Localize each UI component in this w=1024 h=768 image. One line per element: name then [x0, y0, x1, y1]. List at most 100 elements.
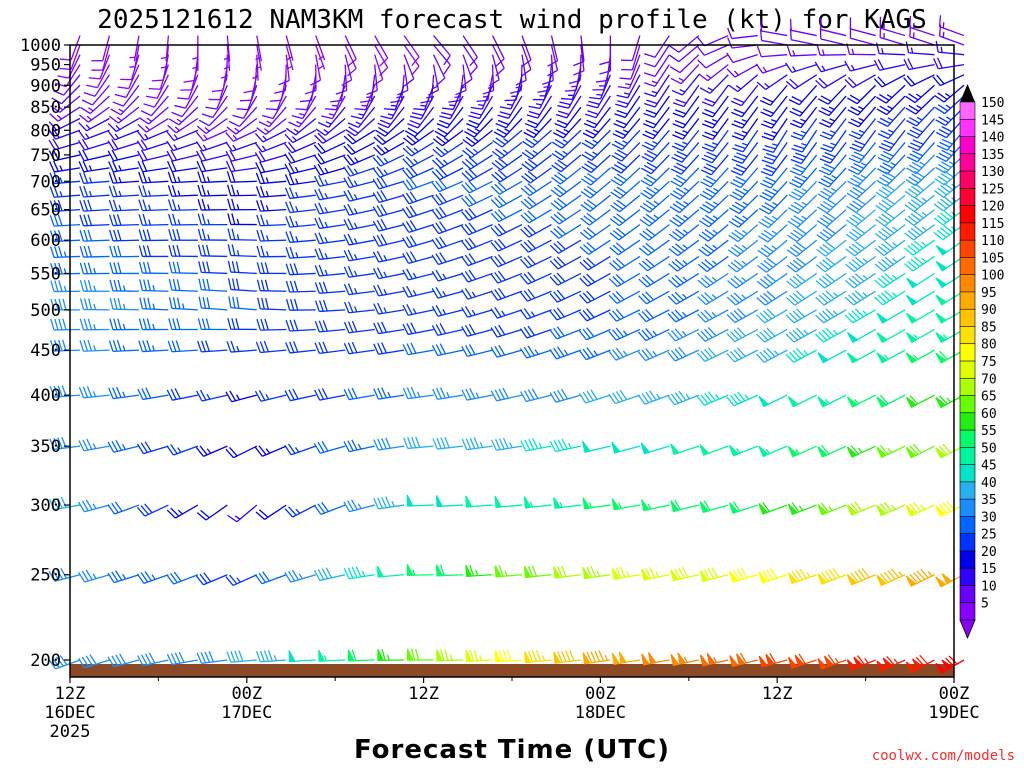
wind-barb — [671, 74, 700, 96]
barb-staff — [827, 180, 847, 201]
barb-full — [616, 227, 626, 236]
wind-barb — [905, 349, 935, 364]
barb-full — [232, 114, 244, 119]
barb-half — [682, 130, 689, 134]
barb-full — [818, 77, 828, 87]
barb-full — [914, 170, 925, 178]
barb-staff — [260, 290, 287, 292]
barb-full — [464, 254, 473, 265]
wind-barb — [815, 74, 847, 89]
barb-staff — [260, 239, 287, 242]
barb-staff — [705, 54, 729, 69]
wind-barb — [667, 390, 700, 406]
wind-barb — [372, 166, 405, 178]
barb-full — [115, 570, 123, 581]
barb-full — [793, 188, 805, 195]
barb-full — [733, 393, 742, 403]
barb-full — [406, 252, 413, 263]
barb-staff — [230, 349, 257, 353]
barb-full — [198, 119, 210, 127]
barb-full — [524, 172, 534, 182]
wind-barb — [876, 568, 906, 587]
wind-barb — [50, 280, 81, 293]
barb-half — [478, 104, 484, 107]
barb-full — [202, 278, 207, 291]
barb-full — [52, 138, 60, 149]
barb-full — [584, 175, 595, 183]
barb-half — [604, 654, 609, 661]
wind-barb — [495, 106, 523, 129]
wind-barb — [402, 205, 434, 219]
barb-half — [232, 144, 237, 151]
barb-full — [381, 321, 387, 333]
barb-full — [698, 73, 709, 82]
barb-full — [799, 568, 807, 579]
barb-staff — [793, 328, 817, 343]
barb-full — [940, 172, 951, 181]
wind-barb — [109, 245, 139, 258]
barb-staff — [94, 74, 111, 97]
barb-staff — [854, 224, 877, 242]
barb-staff — [680, 64, 700, 85]
barb-staff — [823, 328, 847, 343]
barb-staff — [256, 44, 262, 71]
barb-half — [85, 124, 91, 130]
wind-barb — [343, 566, 375, 580]
wind-barb — [611, 129, 641, 150]
barb-half — [683, 187, 690, 192]
barb-staff — [438, 255, 464, 266]
barb-full — [289, 231, 295, 243]
barb-full — [87, 262, 93, 274]
barb-full — [321, 115, 333, 120]
wind-barb — [284, 141, 316, 154]
barb-full — [573, 70, 585, 76]
barb-full — [615, 119, 627, 126]
barb-full — [762, 96, 774, 103]
barb-staff — [159, 64, 170, 90]
barb-full — [704, 228, 715, 237]
barb-full — [344, 301, 350, 313]
barb-staff — [201, 349, 228, 353]
barb-full — [733, 329, 743, 339]
barb-staff — [408, 272, 434, 281]
wind-barb — [254, 389, 287, 402]
barb-staff — [462, 64, 467, 91]
barb-full — [113, 245, 118, 257]
barb-half — [713, 187, 719, 192]
barb-full — [792, 131, 805, 138]
barb-half — [741, 118, 748, 123]
barb-half — [567, 442, 572, 449]
barb-flag — [670, 569, 680, 582]
wind-barb — [726, 64, 759, 78]
barb-full — [670, 350, 680, 360]
barb-full — [497, 287, 506, 298]
barb-full — [228, 574, 238, 585]
barb-full — [907, 188, 918, 196]
barb-full — [759, 294, 770, 304]
barb-flag — [846, 574, 858, 586]
barb-staff — [113, 659, 140, 668]
barb-full — [549, 349, 557, 360]
barb-full — [671, 311, 680, 321]
barb-full — [737, 308, 746, 318]
barb-staff — [550, 44, 559, 71]
barb-staff — [467, 290, 493, 300]
barb-full — [852, 214, 863, 222]
wind-barb — [160, 35, 170, 62]
barb-full — [464, 131, 475, 138]
barb-full — [854, 308, 864, 318]
barb-staff — [537, 95, 553, 119]
barb-full — [733, 259, 744, 268]
barb-full — [201, 113, 213, 119]
wind-barb — [817, 444, 847, 458]
barb-full — [199, 389, 207, 401]
barb-full — [848, 231, 859, 239]
wind-barb — [905, 95, 935, 115]
barb-half — [834, 657, 840, 664]
barb-full — [550, 216, 560, 225]
barb-full — [643, 189, 654, 197]
wind-barb — [402, 268, 434, 281]
barb-staff — [762, 63, 788, 74]
barb-full — [730, 182, 741, 189]
barb-full — [820, 95, 832, 102]
